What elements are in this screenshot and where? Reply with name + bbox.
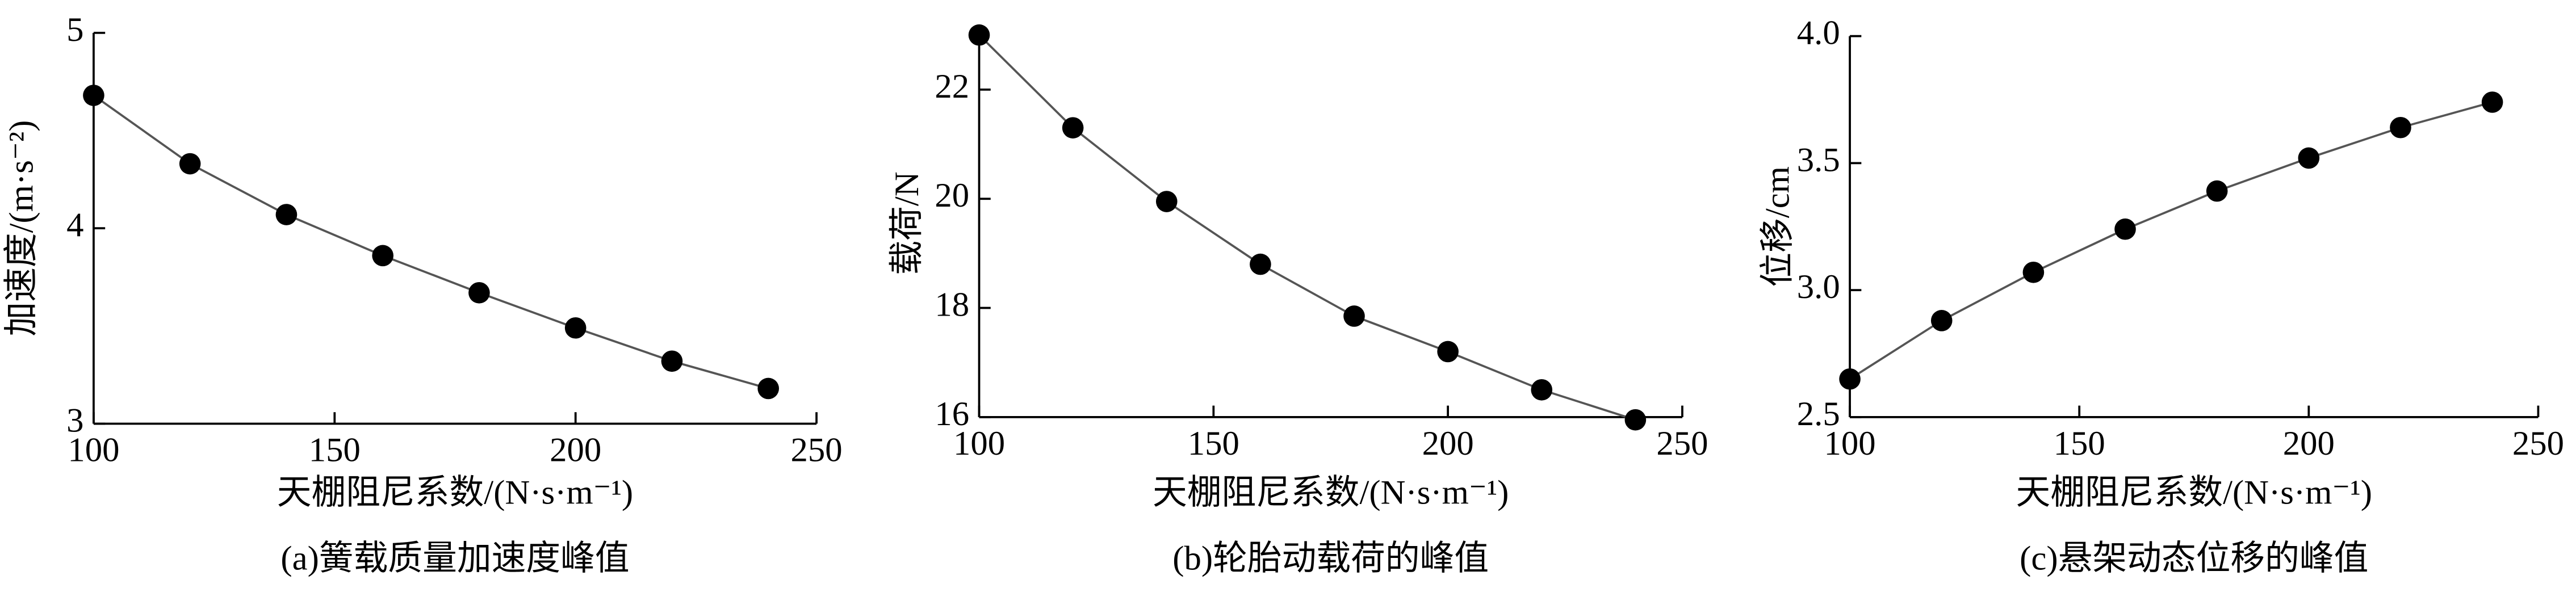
data-line: [978, 34, 1636, 421]
data-line: [1849, 101, 2493, 380]
x-tick-label: 150: [2054, 425, 2105, 463]
data-point: [2390, 116, 2411, 138]
x-axis-label: 天棚阻尼系数/(N·s·m⁻¹): [277, 474, 633, 512]
data-point: [968, 24, 990, 46]
data-point: [1531, 379, 1553, 401]
y-tick-label: 4: [66, 206, 83, 244]
chart-caption: (c)悬架动态位移的峰值: [2020, 539, 2368, 577]
data-point: [2481, 91, 2503, 113]
y-tick-label: 3: [66, 401, 83, 439]
chart-caption: (b)轮胎动载荷的峰值: [1172, 539, 1489, 577]
data-point: [1930, 310, 1953, 331]
y-axis-label: 载荷/N: [888, 171, 926, 275]
x-tick-label: 100: [1824, 425, 1876, 463]
data-point: [564, 317, 587, 339]
y-axis-label: 位移/cm: [1758, 166, 1796, 287]
x-tick-label: 150: [309, 431, 361, 469]
y-tick-label: 2.5: [1797, 395, 1840, 433]
y-tick-label: 3.5: [1797, 141, 1840, 179]
data-point: [661, 350, 683, 372]
x-tick-label: 200: [550, 431, 601, 469]
x-axis-label: 天棚阻尼系数/(N·s·m⁻¹): [2016, 474, 2372, 512]
y-tick-label: 22: [935, 68, 969, 106]
chart-caption: (a)簧载质量加速度峰值: [280, 539, 629, 577]
data-line: [93, 94, 769, 390]
data-point: [1250, 253, 1271, 275]
data-point: [2022, 262, 2045, 283]
data-point: [468, 282, 490, 304]
x-tick-label: 250: [1656, 425, 1708, 463]
data-point: [275, 204, 298, 225]
data-point: [757, 377, 779, 400]
x-axis-label: 天棚阻尼系数/(N·s·m⁻¹): [1153, 474, 1509, 512]
y-tick-label: 16: [935, 395, 969, 433]
data-point: [2298, 147, 2320, 169]
data-point: [1155, 191, 1178, 212]
data-point: [1624, 409, 1647, 431]
x-tick-label: 250: [2512, 425, 2564, 463]
y-tick-label: 3.0: [1797, 268, 1840, 306]
x-tick-label: 200: [1422, 425, 1474, 463]
data-point: [1437, 341, 1459, 363]
y-axis-label: 加速度/(m·s⁻²): [2, 120, 40, 337]
data-point: [2206, 180, 2228, 202]
x-tick-label: 100: [953, 425, 1005, 463]
y-tick-label: 5: [66, 11, 83, 49]
data-point: [2114, 218, 2136, 240]
data-point: [83, 85, 104, 106]
data-point: [179, 153, 201, 175]
data-point: [1839, 368, 1861, 390]
data-point: [372, 245, 393, 267]
y-tick-label: 20: [935, 177, 969, 215]
y-tick-label: 18: [935, 285, 969, 324]
y-tick-label: 4.0: [1797, 14, 1840, 52]
x-tick-label: 200: [2283, 425, 2335, 463]
data-point: [1062, 117, 1084, 138]
x-tick-label: 250: [791, 431, 843, 469]
data-point: [1343, 305, 1365, 327]
x-tick-label: 150: [1188, 425, 1239, 463]
x-tick-label: 100: [68, 431, 119, 469]
